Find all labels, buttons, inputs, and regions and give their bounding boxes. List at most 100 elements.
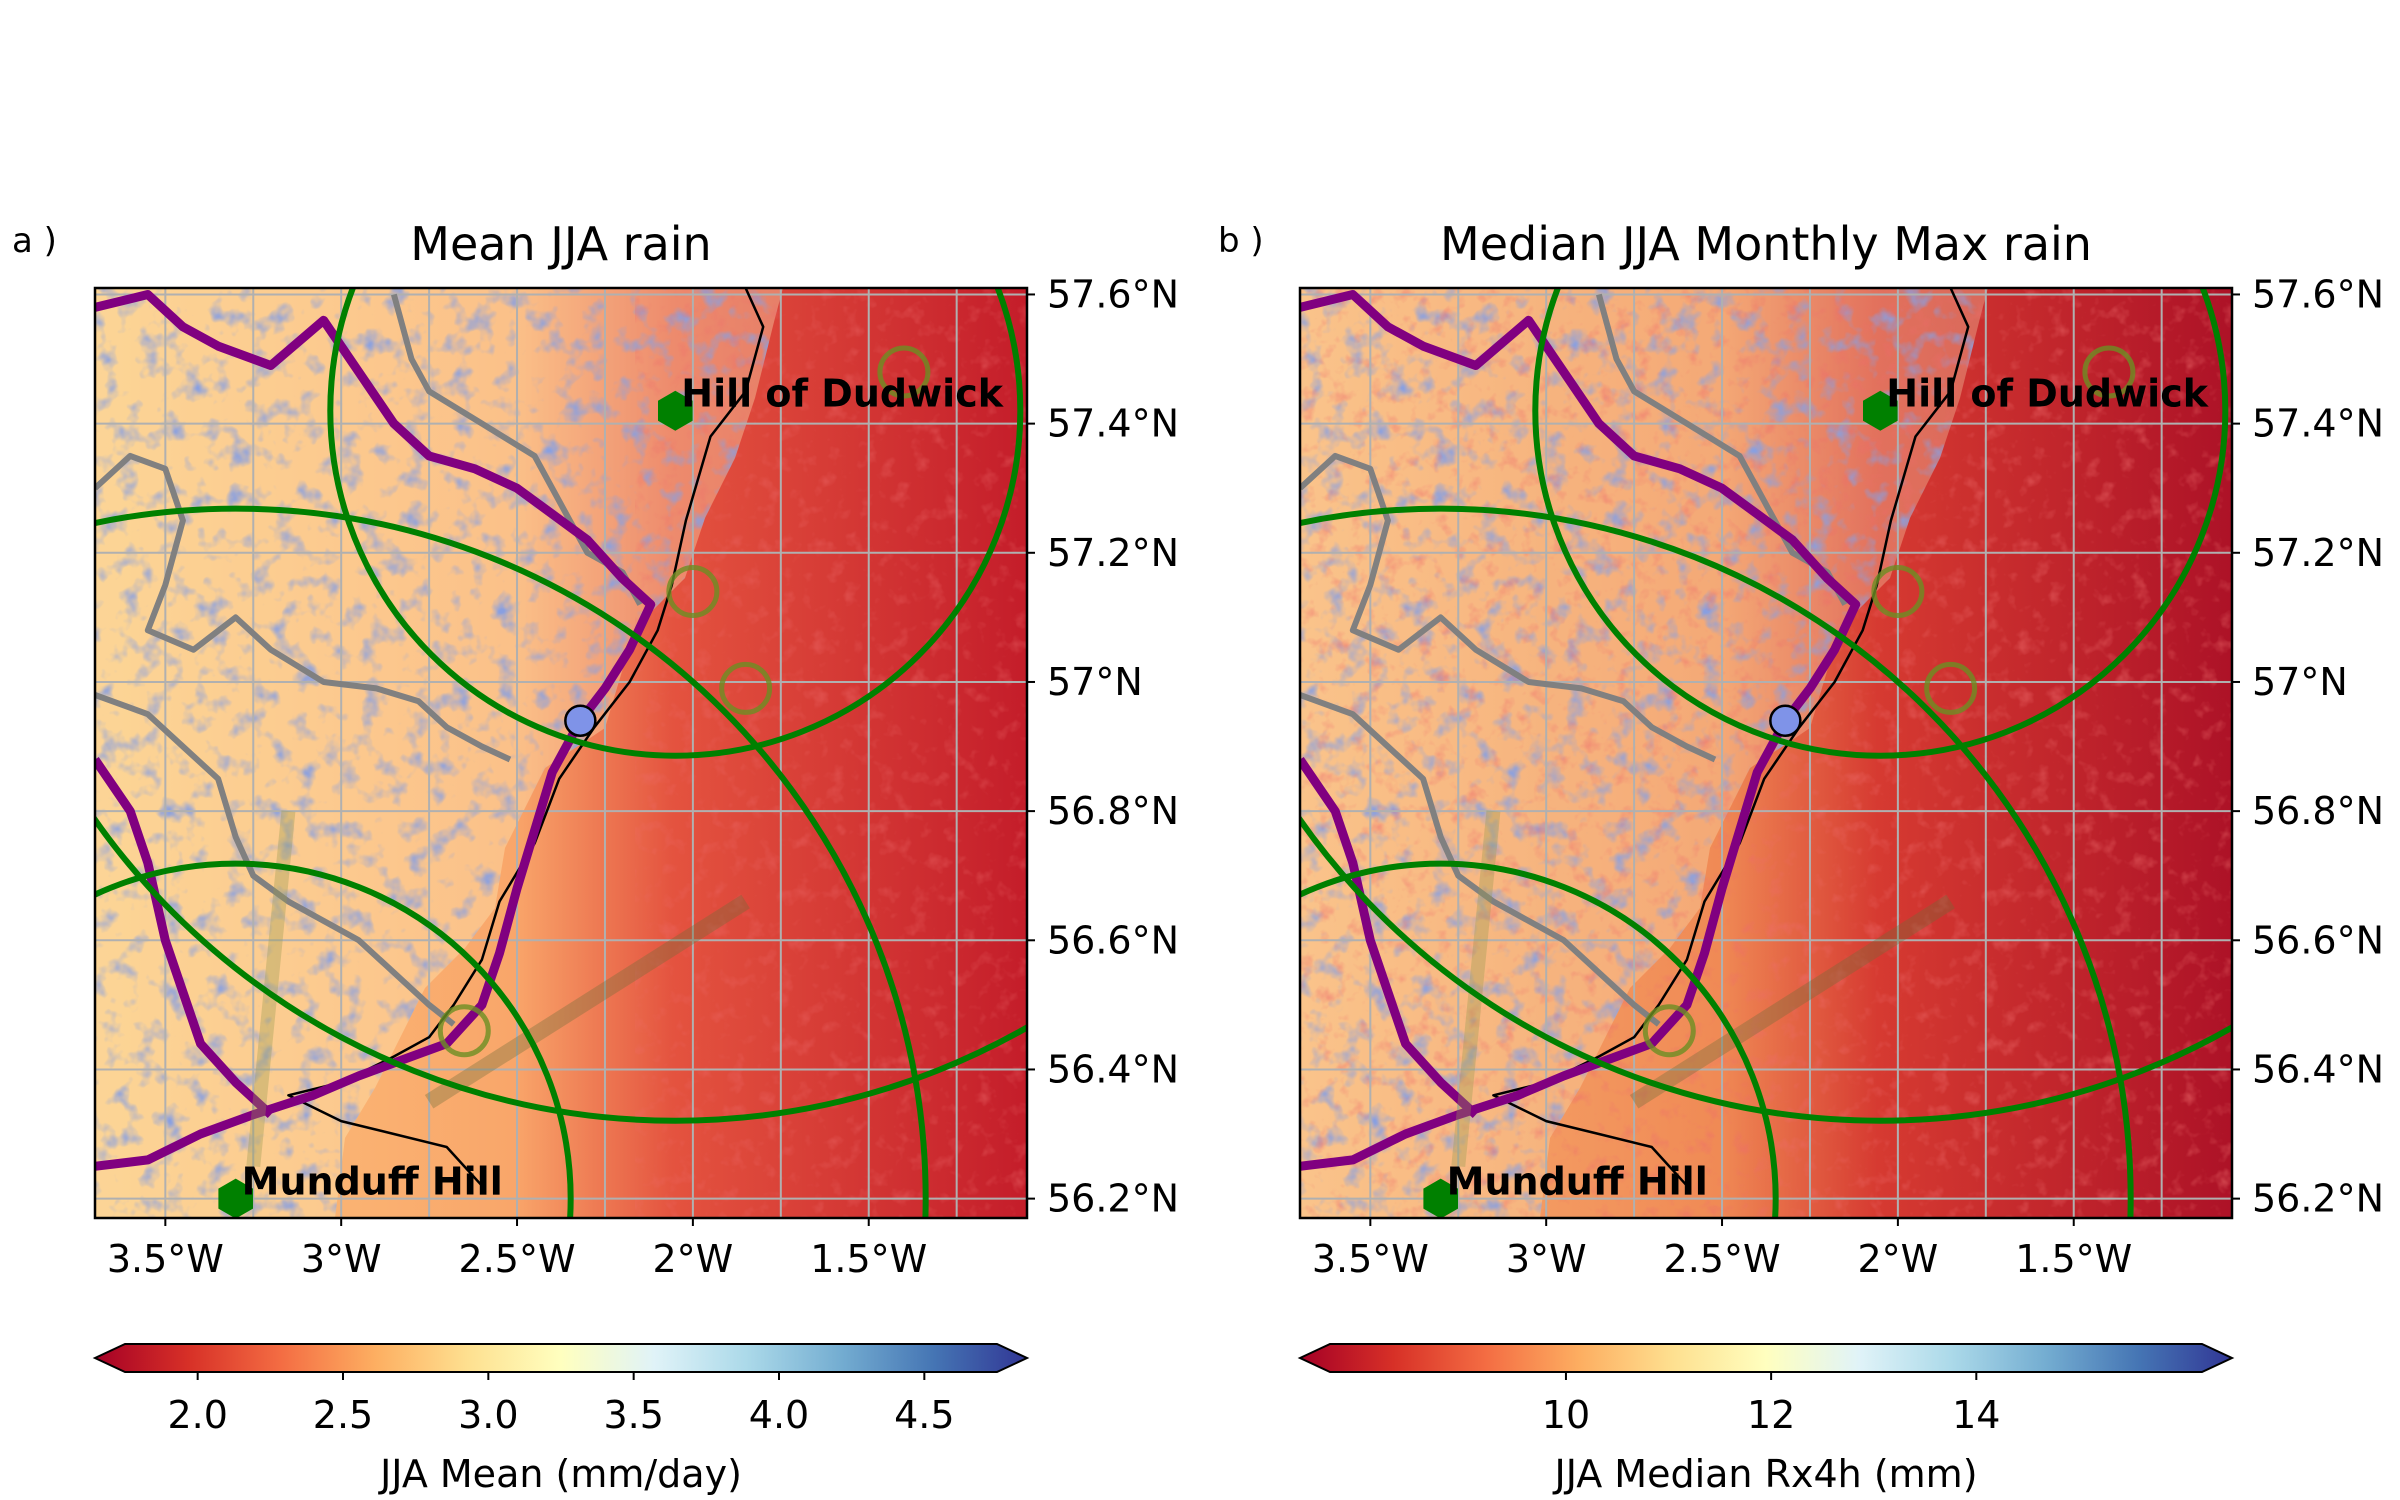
river-boundary (1300, 692, 1661, 1027)
clutter-circle-2 (877, 345, 931, 399)
panel-b-colorbar-ticks: 10 12 14 (1542, 1372, 2000, 1437)
clutter-circle-0 (1871, 565, 1925, 619)
colorbar-tick-label-0: 10 (1542, 1393, 1590, 1437)
range-ring-munduff-hill-large (1300, 505, 2134, 1218)
site-label-0: Hill of Dudwick (681, 372, 1003, 416)
panel-b-lon-ticks: 3.5°W 3°W 2.5°W 2°W 1.5°W (1312, 1218, 2132, 1281)
lon-tick-label-3: 2°W (653, 1237, 734, 1281)
panel-a-lon-ticks: 3.5°W 3°W 2.5°W 2°W 1.5°W (107, 1218, 927, 1281)
panel-a-colorbar-bar (92, 1343, 1030, 1373)
site-label-1: Munduff Hill (242, 1160, 503, 1204)
colorbar-tick-label-2: 14 (1952, 1393, 2000, 1437)
beam-blockage-streak (246, 810, 296, 1168)
site-marker-0 (1863, 390, 1898, 431)
panel-a-title: Mean JJA rain (410, 217, 711, 271)
range-ring-hill-of-dudwick-small (1532, 288, 2229, 759)
clutter-circle-0 (666, 565, 720, 619)
panel-b-title: Median JJA Monthly Max rain (1440, 217, 2092, 271)
colorbar-tick-label-1: 12 (1747, 1393, 1795, 1437)
clutter-circle-1 (719, 661, 773, 715)
panel-b-colorbar-label: JJA Median Rx4h (mm) (1552, 1452, 1977, 1496)
range-ring-munduff-hill-large (95, 505, 929, 1218)
panel-b-map: Hill of Dudwick Munduff Hill (1300, 288, 2232, 1218)
panel-a-colorbar: 2.0 2.5 3.0 3.5 4.0 4.5 JJA Mean (mm/day) (92, 1343, 1030, 1496)
lat-tick-label-7: 56.2°N (1047, 1177, 1179, 1221)
site-marker-1 (1423, 1178, 1458, 1218)
lon-tick-label-3: 2°W (1858, 1237, 1939, 1281)
lat-tick-label-5: 56.6°N (2252, 918, 2384, 962)
panel-a-colorbar-ticks: 2.0 2.5 3.0 3.5 4.0 4.5 (167, 1372, 955, 1437)
lat-tick-label-2: 57.2°N (1047, 531, 1179, 575)
lat-tick-label-3: 57°N (2252, 660, 2348, 704)
colorbar-tick-label-4: 4.0 (749, 1393, 809, 1437)
clutter-circle-2 (2082, 345, 2136, 399)
lat-tick-label-6: 56.4°N (2252, 1047, 2384, 1091)
beam-blockage-streak (424, 894, 750, 1109)
lat-tick-label-2: 57.2°N (2252, 531, 2384, 575)
lat-tick-label-1: 57.4°N (1047, 402, 1179, 446)
coastline (1492, 288, 1970, 1187)
panel-b-frame (1298, 286, 2234, 1220)
catchment-boundary (95, 290, 656, 1171)
site-marker-0 (658, 390, 693, 431)
colorbar-tick-label-3: 3.5 (603, 1393, 663, 1437)
panel-b: b ) Median JJA Monthly Max rain Hill of … (1218, 217, 2384, 1496)
catchment-boundary (1300, 290, 1861, 1171)
lon-tick-label-0: 3.5°W (107, 1237, 224, 1281)
lat-tick-label-3: 57°N (1047, 660, 1143, 704)
lon-tick-label-2: 2.5°W (459, 1237, 576, 1281)
lat-tick-label-6: 56.4°N (1047, 1047, 1179, 1091)
lat-tick-label-4: 56.8°N (1047, 789, 1179, 833)
panel-a-overlays: Hill of Dudwick Munduff Hill (95, 288, 1027, 1218)
river-boundary (95, 692, 456, 1027)
site-label-1: Munduff Hill (1447, 1160, 1708, 1204)
lon-tick-label-0: 3.5°W (1312, 1237, 1429, 1281)
panel-b-colorbar-bar (1297, 1343, 2235, 1373)
range-ring-hill-of-dudwick-small (327, 288, 1024, 759)
range-ring-hill-of-dudwick-large (95, 814, 1027, 1124)
lon-tick-label-1: 3°W (301, 1237, 382, 1281)
lat-tick-label-0: 57.6°N (1047, 272, 1179, 316)
panel-a-letter: a ) (12, 221, 57, 261)
lat-tick-label-5: 56.6°N (1047, 918, 1179, 962)
catchment-boundary (95, 756, 274, 1119)
lon-tick-label-1: 3°W (1506, 1237, 1587, 1281)
panel-b-overlays: Hill of Dudwick Munduff Hill (1300, 288, 2232, 1218)
panel-b-letter: b ) (1218, 221, 1264, 261)
panel-b-colorbar: 10 12 14 JJA Median Rx4h (mm) (1297, 1343, 2235, 1496)
lat-tick-label-0: 57.6°N (2252, 272, 2384, 316)
lon-tick-label-4: 1.5°W (810, 1237, 927, 1281)
lat-tick-label-4: 56.8°N (2252, 789, 2384, 833)
clutter-circle-3 (1642, 1004, 1696, 1058)
panel-a-frame (93, 286, 1029, 1220)
radar-location-marker (1769, 704, 1802, 737)
colorbar-tick-label-1: 2.5 (313, 1393, 373, 1437)
river-boundary (1300, 452, 1717, 763)
clutter-circle-1 (1924, 661, 1978, 715)
beam-blockage-streak (1629, 894, 1955, 1109)
site-marker-1 (218, 1178, 253, 1218)
coastline (287, 288, 765, 1187)
panel-a-colorbar-label: JJA Mean (mm/day) (378, 1452, 742, 1496)
site-label-0: Hill of Dudwick (1886, 372, 2208, 416)
beam-blockage-streak (1451, 810, 1501, 1168)
panel-a: a ) Mean JJA rain Hill of Dudwick Munduff… (12, 217, 1179, 1496)
range-ring-hill-of-dudwick-large (1300, 814, 2232, 1124)
radar-location-marker (564, 704, 597, 737)
colorbar-tick-label-2: 3.0 (458, 1393, 518, 1437)
colorbar-tick-label-0: 2.0 (167, 1393, 227, 1437)
lon-tick-label-2: 2.5°W (1664, 1237, 1781, 1281)
range-ring-munduff-hill-small (1300, 860, 1779, 1218)
lat-tick-label-7: 56.2°N (2252, 1177, 2384, 1221)
lon-tick-label-4: 1.5°W (2015, 1237, 2132, 1281)
colorbar-tick-label-5: 4.5 (894, 1393, 954, 1437)
catchment-boundary (1300, 756, 1479, 1119)
panel-a-map: Hill of Dudwick Munduff Hill (95, 288, 1027, 1218)
river-boundary (95, 452, 512, 763)
range-ring-munduff-hill-small (95, 860, 574, 1218)
panel-a-lat-ticks: 57.6°N 57.4°N 57.2°N 57°N 56.8°N 56.6°N 56.4°N… (1027, 272, 1179, 1221)
panel-b-lat-ticks: 57.6°N 57.4°N 57.2°N 57°N 56.8°N 56.6°N 56.4°N… (2232, 272, 2384, 1221)
clutter-circle-3 (437, 1004, 491, 1058)
lat-tick-label-1: 57.4°N (2252, 402, 2384, 446)
